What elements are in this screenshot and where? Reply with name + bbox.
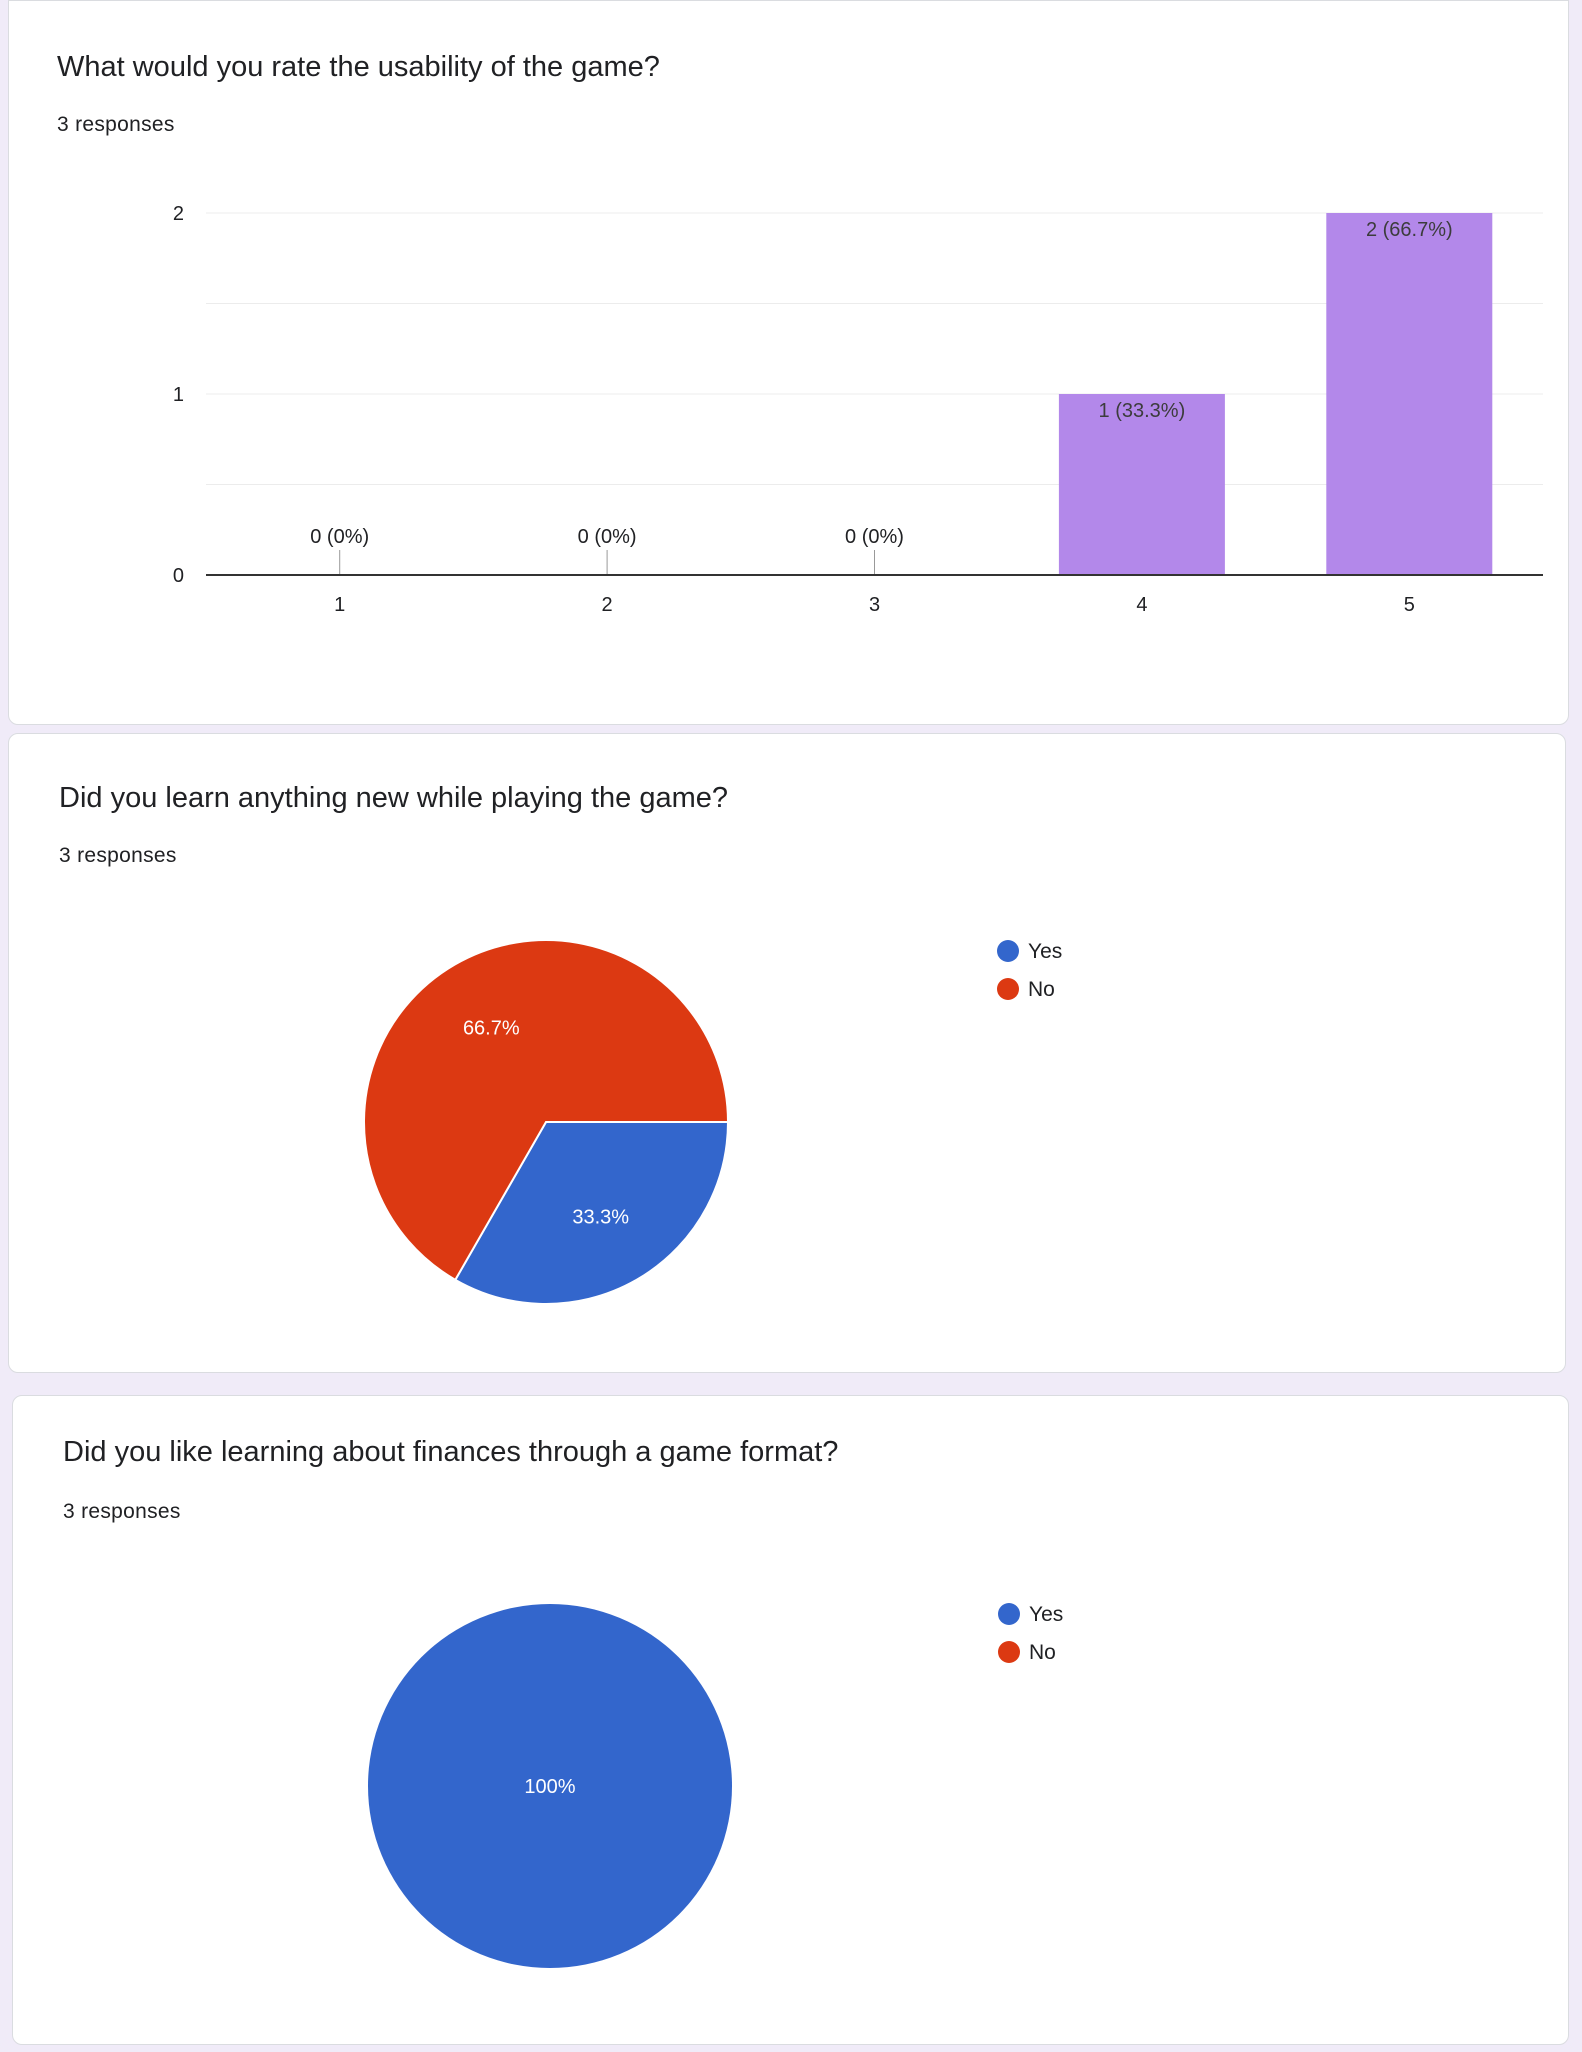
learn-new-pie-chart: 33.3% 66.7% Yes No — [363, 939, 1062, 1305]
x-tick-label: 1 — [334, 594, 345, 616]
pie-slice-label: 33.3% — [572, 1207, 629, 1229]
legend-swatch-no — [997, 978, 1019, 1000]
bar-data-label: 0 (0%) — [310, 526, 369, 548]
pie-slice-yes — [368, 1604, 732, 1968]
response-count: 3 responses — [63, 1500, 181, 1523]
pie-slice-no — [363, 939, 730, 1282]
legend-label: Yes — [1028, 940, 1062, 963]
legend-label: Yes — [1029, 1603, 1063, 1626]
question-title: Did you like learning about finances thr… — [63, 1436, 839, 1468]
bar-data-label: 2 (66.7%) — [1366, 219, 1453, 241]
bar — [1326, 213, 1493, 575]
y-tick-label: 1 — [173, 384, 184, 406]
legend-label: No — [1029, 1641, 1056, 1664]
legend-swatch-yes — [998, 1603, 1020, 1625]
bar-data-label: 1 (33.3%) — [1099, 400, 1186, 422]
legend-swatch-yes — [997, 940, 1019, 962]
response-count: 3 responses — [57, 113, 175, 136]
question-title: Did you learn anything new while playing… — [59, 782, 729, 814]
bar-data-label: 0 (0%) — [845, 526, 904, 548]
y-tick-label: 0 — [173, 565, 184, 587]
pie-slice-label: 100% — [524, 1776, 575, 1798]
usability-bar-chart: 0 1 2 0 (0%) 1 0 (0%) 2 0 (0%) 3 1 (33.3%) 4 2 (66.… — [173, 203, 1543, 616]
x-tick-label: 3 — [869, 594, 880, 616]
legend-label: No — [1028, 978, 1055, 1001]
bar-data-label: 0 (0%) — [578, 526, 637, 548]
question-card-game-format: Did you like learning about finances thr… — [12, 1395, 1569, 2045]
pie-slice-label: 66.7% — [463, 1017, 520, 1039]
legend-swatch-no — [998, 1641, 1020, 1663]
y-tick-label: 2 — [173, 203, 184, 225]
question-card-learn-new: Did you learn anything new while playing… — [8, 733, 1566, 1373]
pie-slice-yes — [453, 1121, 730, 1305]
x-tick-label: 5 — [1404, 594, 1415, 616]
game-format-pie-chart: 100% Yes No — [368, 1603, 1063, 1968]
x-tick-label: 4 — [1136, 594, 1147, 616]
question-title: What would you rate the usability of the… — [57, 51, 660, 83]
question-card-usability: What would you rate the usability of the… — [8, 0, 1569, 725]
response-count: 3 responses — [59, 844, 177, 867]
x-tick-label: 2 — [602, 594, 613, 616]
bar — [1058, 394, 1225, 575]
